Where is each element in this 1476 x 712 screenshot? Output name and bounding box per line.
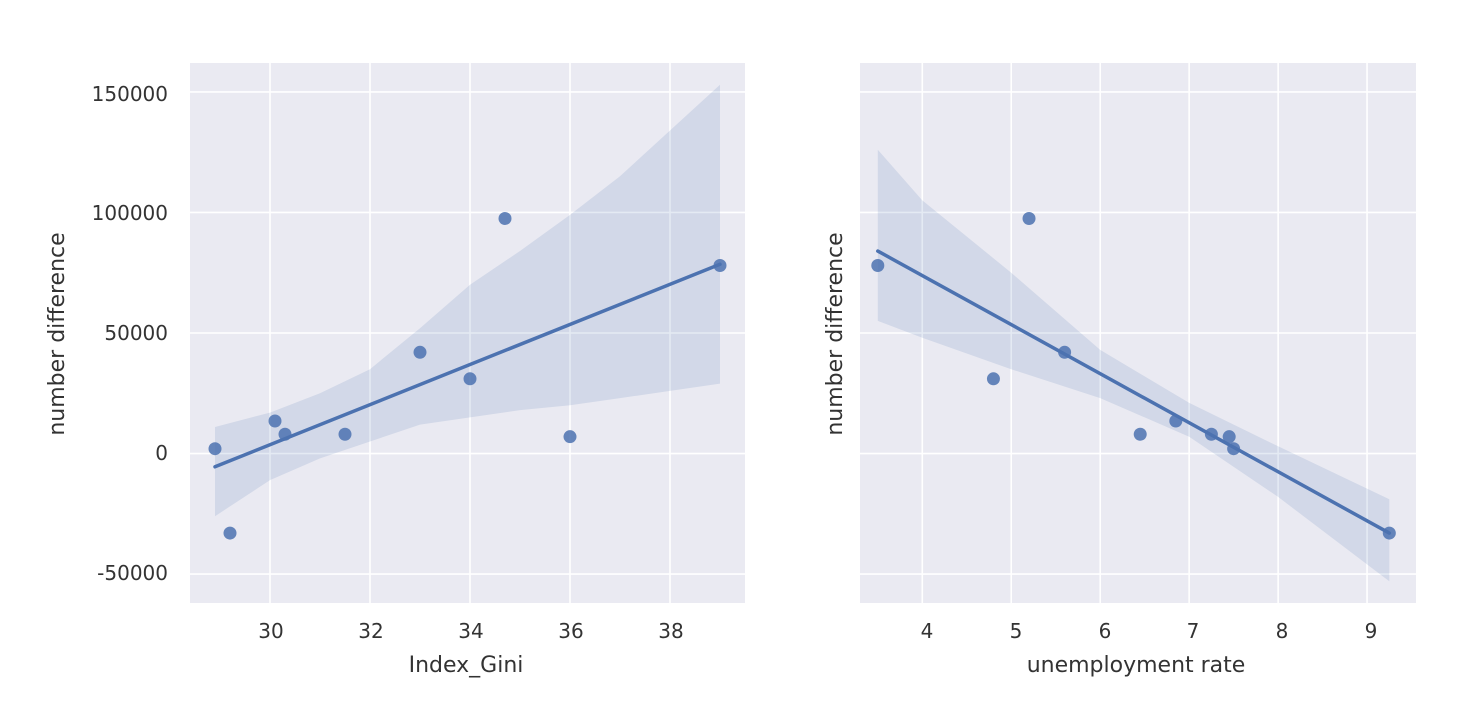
y-tick-label: 150000 [92,82,168,106]
y-tick-label: 0 [155,441,168,465]
x-tick-label: 30 [258,619,283,643]
data-point [463,372,477,386]
data-point [1227,442,1241,456]
confidence-band [877,149,1390,582]
data-point [1022,211,1036,225]
data-point [986,372,1000,386]
y-tick-labels: -50000 0 50000 100000 150000 [92,82,168,585]
data-point [563,430,577,444]
x-tick-label: 4 [921,619,934,643]
chart-panel-unemployment: 4 5 6 7 8 9 unemployment rate number dif… [823,63,1416,678]
regression-line [213,262,722,469]
y-axis-label: number difference [823,232,848,435]
x-tick-labels: 4 5 6 7 8 9 [921,619,1378,643]
gridlines [860,63,1416,603]
y-tick-label: 100000 [92,201,168,225]
data-point [268,414,282,428]
data-point [1204,427,1218,441]
data-point [338,427,352,441]
confidence-band [215,84,720,517]
data-point [223,526,237,540]
gridlines [190,63,745,603]
data-point [498,211,512,225]
data-point [208,442,222,456]
scatter-points [208,211,727,540]
x-axis-label: unemployment rate [1027,653,1246,678]
scatter-points [871,211,1396,540]
data-point [278,427,292,441]
x-tick-labels: 30 32 34 36 38 [258,619,683,643]
data-point [871,259,885,272]
x-tick-label: 5 [1010,619,1023,643]
data-point [1133,427,1147,441]
data-point [413,345,427,359]
data-point [1382,526,1396,540]
x-tick-label: 32 [358,619,383,643]
x-tick-label: 38 [658,619,683,643]
y-tick-label: -50000 [97,561,168,585]
data-point [713,259,727,272]
x-tick-label: 9 [1365,619,1378,643]
regression-line [876,249,1392,535]
chart-panel-gini: -50000 0 50000 100000 150000 30 32 34 36… [45,63,745,678]
x-axis-label: Index_Gini [409,653,524,678]
data-point [1169,414,1183,428]
y-axis-label: number difference [45,232,70,435]
x-tick-label: 8 [1276,619,1289,643]
x-tick-label: 36 [558,619,583,643]
data-point [1058,345,1072,359]
x-tick-label: 34 [458,619,483,643]
data-point [1222,430,1236,444]
x-tick-label: 7 [1187,619,1200,643]
y-tick-label: 50000 [104,321,168,345]
x-tick-label: 6 [1099,619,1112,643]
